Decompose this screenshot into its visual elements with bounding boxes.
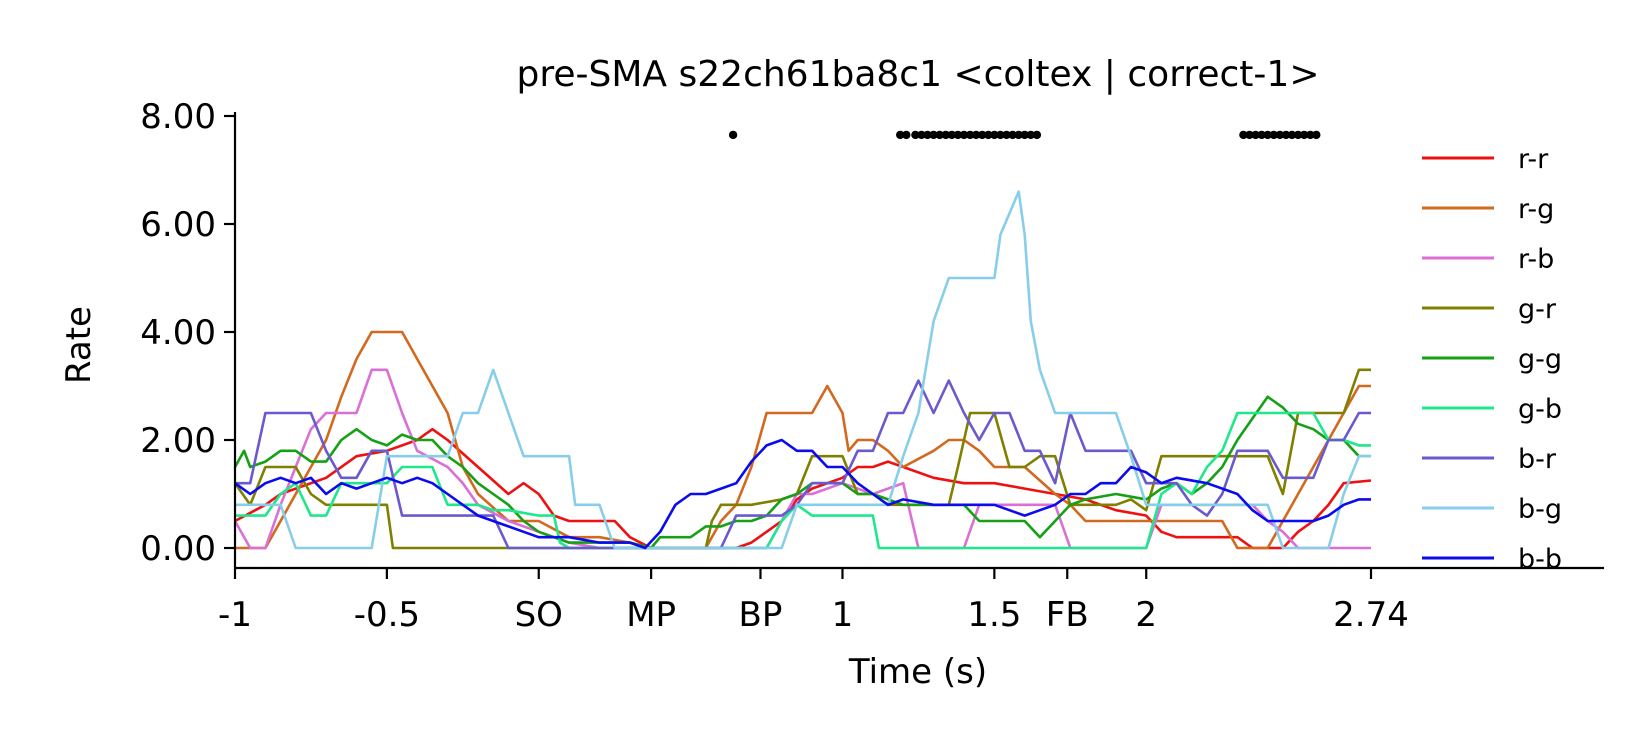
series-line-b-b (234, 438, 1371, 550)
x-tick-label: 2 (1135, 595, 1157, 635)
significance-dot (1245, 130, 1254, 140)
series-line-b-r (235, 379, 1371, 550)
legend-label: b-g (1518, 494, 1562, 525)
significance-dot (728, 130, 738, 140)
significance-dot (1293, 130, 1303, 140)
significance-dot (959, 130, 969, 140)
x-tick-label: 1 (832, 595, 854, 635)
significance-markers (728, 130, 1321, 140)
significance-dot (971, 130, 981, 140)
x-axis-ticks: -1 -0.5 SO MP BP 1 1.5 FB 2 2.74 (218, 568, 1409, 635)
significance-dot (1008, 130, 1017, 140)
significance-dot (1306, 130, 1315, 140)
series-line-g-b (235, 411, 1371, 550)
significance-dot (923, 130, 932, 140)
y-tick-label: 4.00 (140, 313, 216, 353)
chart-title: pre-SMA s22ch61ba8c1 <coltex | correct-1… (517, 54, 1320, 95)
y-tick-label: 6.00 (140, 205, 216, 245)
significance-dot (1020, 130, 1029, 140)
legend-item-g-g: g-g (1422, 344, 1562, 375)
legend-label: g-r (1518, 294, 1557, 325)
legend-label: r-g (1518, 194, 1554, 225)
significance-dot (1287, 130, 1297, 140)
x-tick-label: 2.74 (1333, 595, 1409, 635)
significance-dot (984, 130, 993, 140)
plot-series (233, 190, 1372, 550)
x-tick-label: FB (1046, 595, 1089, 635)
x-axis-label: Time (s) (848, 652, 987, 692)
significance-dot (978, 130, 987, 140)
y-tick-label: 2.00 (140, 421, 216, 461)
significance-dot (947, 130, 956, 140)
legend-item-r-r: r-r (1422, 144, 1549, 175)
significance-dot (996, 130, 1005, 140)
significance-dot (896, 130, 905, 140)
significance-dot (1239, 130, 1248, 140)
legend-item-b-b: b-b (1422, 544, 1562, 575)
y-tick-label: 8.00 (140, 97, 216, 137)
legend-item-g-b: g-b (1422, 394, 1562, 425)
significance-dot (1281, 130, 1291, 140)
legend-label: b-b (1518, 544, 1562, 575)
series-line-r-g (235, 330, 1371, 550)
y-axis-label: Rate (59, 306, 99, 384)
significance-dot (1263, 130, 1272, 140)
y-axis-ticks: 0.00 2.00 4.00 6.00 8.00 (140, 97, 235, 569)
series-line-g-g (233, 395, 1371, 550)
legend-label: b-r (1518, 444, 1557, 475)
significance-dot (917, 130, 926, 140)
significance-dot (953, 130, 963, 140)
x-tick-label: MP (626, 595, 676, 635)
y-tick-label: 0.00 (140, 529, 216, 569)
significance-dot (990, 130, 999, 140)
significance-dot (902, 130, 911, 140)
significance-dot (935, 130, 944, 140)
significance-dot (1312, 130, 1321, 140)
legend-label: r-r (1518, 144, 1549, 175)
x-tick-label: -1 (218, 595, 252, 635)
legend-item-g-r: g-r (1422, 294, 1557, 325)
significance-dot (965, 130, 975, 140)
x-tick-label: 1.5 (967, 595, 1021, 635)
significance-dot (1014, 130, 1023, 140)
significance-dot (1300, 130, 1309, 140)
legend-item-b-r: b-r (1422, 444, 1557, 475)
legend-label: g-b (1518, 394, 1562, 425)
significance-dot (1269, 130, 1279, 140)
x-tick-label: -0.5 (354, 595, 420, 635)
significance-dot (1002, 130, 1011, 140)
significance-dot (1275, 130, 1285, 140)
legend-label: g-g (1518, 344, 1562, 375)
legend-item-b-g: b-g (1422, 494, 1562, 525)
significance-dot (1026, 130, 1036, 140)
legend-item-r-g: r-g (1422, 194, 1554, 225)
legend-item-r-b: r-b (1422, 244, 1554, 275)
x-tick-label: SO (515, 595, 563, 635)
x-tick-label: BP (739, 595, 783, 635)
significance-dot (911, 130, 920, 140)
significance-dot (1032, 130, 1042, 140)
legend-label: r-b (1518, 244, 1554, 275)
significance-dot (929, 130, 938, 140)
significance-dot (1251, 130, 1260, 140)
significance-dot (1257, 130, 1266, 140)
legend: r-r r-g r-b g-r g-g g-b b-r b-g b-b (1422, 144, 1562, 575)
significance-dot (941, 130, 950, 140)
